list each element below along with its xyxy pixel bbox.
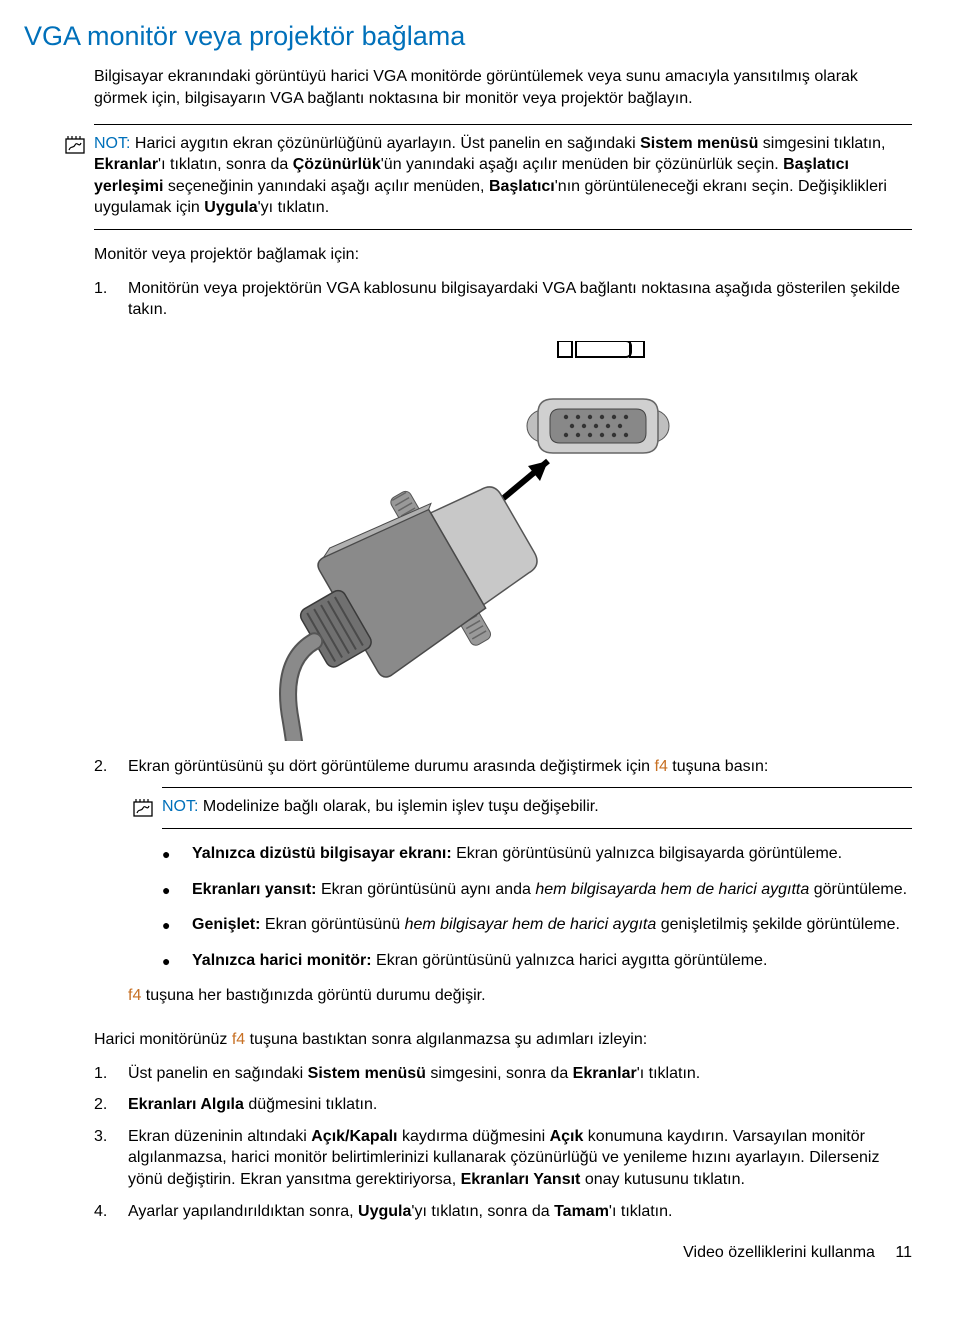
intro-text: Bilgisayar ekranındaki görüntüyü harici … [94,66,912,109]
b2-t1: Ekran görüntüsünü aynı anda [317,881,536,898]
ds2-b1: Ekranları Algıla [128,1096,244,1113]
note-block-1: NOT: Harici aygıtın ekran çözünürlüğünü … [94,124,912,230]
para2-f4: f4 [232,1031,245,1048]
footer-page: 11 [895,1244,912,1261]
note1-b5: Başlatıcı [489,178,555,195]
bullet-icon: ● [162,843,192,865]
ds3-b1: Açık/Kapalı [311,1128,397,1145]
ds4-t2: 'yı tıklatın, sonra da [411,1203,554,1220]
b1-t: Ekran görüntüsünü yalnızca bilgisayarda … [452,845,842,862]
detect-step-1: 1. Üst panelin en sağındaki Sistem menüs… [94,1063,912,1085]
bullet-icon: ● [162,879,192,901]
b2-i: hem bilgisayarda hem de harici aygıtta [535,881,809,898]
note-icon [64,133,86,162]
ds3-t2: kaydırma düğmesini [398,1128,550,1145]
step2-t1: Ekran görüntüsünü şu dört görüntüleme du… [128,758,655,775]
b2-b: Ekranları yansıt: [192,881,317,898]
b3-t2: genişletilmiş şekilde görüntüleme. [656,916,900,933]
note1-t6: 'yı tıklatın. [258,199,330,216]
bullet-3: ● Genişlet: Ekran görüntüsünü hem bilgis… [162,914,912,936]
page-footer: Video özelliklerini kullanma 11 [24,1242,912,1264]
vga-illustration [24,341,912,741]
b4-b: Yalnızca harici monitör: [192,952,372,969]
ds4-b1: Uygula [358,1203,411,1220]
detect-step-2: 2. Ekranları Algıla düğmesini tıklatın. [94,1094,912,1116]
ds4-num: 4. [94,1201,128,1223]
after-t: tuşuna her bastığınızda görüntü durumu d… [141,987,485,1004]
para2-t2: tuşuna bastıktan sonra algılanmazsa şu a… [245,1031,647,1048]
bullet-1: ● Yalnızca dizüstü bilgisayar ekranı: Ek… [162,843,912,865]
note2-text: Modelinize bağlı olarak, bu işlemin işle… [198,798,598,815]
ds3-t1: Ekran düzeninin altındaki [128,1128,311,1145]
note1-t3: 'ün yanındaki aşağı açılır menüden bir ç… [381,156,783,173]
b3-i: hem bilgisayar hem de harici aygıta [405,916,657,933]
detect-step-3: 3. Ekran düzeninin altındaki Açık/Kapalı… [94,1126,912,1191]
ds1-t3: 'ı tıklatın. [637,1065,701,1082]
note-label: NOT: [94,135,130,152]
note1-t2: 'ı tıklatın, sonra da [158,156,293,173]
ds3-t4: onay kutusunu tıklatın. [580,1171,745,1188]
bullet-4: ● Yalnızca harici monitör: Ekran görüntü… [162,950,912,972]
ds4-b2: Tamam [554,1203,609,1220]
step-2: 2. Ekran görüntüsünü şu dört görüntüleme… [94,756,912,1019]
note-block-2: NOT: Modelinize bağlı olarak, bu işlemin… [162,787,912,829]
para2-t1: Harici monitörünüz [94,1031,232,1048]
bullet-2: ● Ekranları yansıt: Ekran görüntüsünü ay… [162,879,912,901]
bullet-icon: ● [162,950,192,972]
para-connect: Monitör veya projektör bağlamak için: [94,244,912,266]
b2-t2: görüntüleme. [809,881,907,898]
note1-t4: seçeneğinin yanındaki aşağı açılır menüd… [163,178,489,195]
step-1-text: Monitörün veya projektörün VGA kablosunu… [128,278,912,321]
ds1-t2: simgesini, sonra da [426,1065,573,1082]
note1-b1: Sistem menüsü [640,135,758,152]
ds1-b2: Ekranlar [573,1065,637,1082]
step2-f4: f4 [655,758,668,775]
after-f4: f4 [128,987,141,1004]
ds1-num: 1. [94,1063,128,1085]
step-1-num: 1. [94,278,128,321]
ds3-b2: Açık [550,1128,584,1145]
footer-text: Video özelliklerini kullanma [683,1244,875,1261]
b4-t: Ekran görüntüsünü yalnızca harici aygıtt… [372,952,768,969]
ds4-t3: 'ı tıklatın. [609,1203,673,1220]
step-2-num: 2. [94,756,128,1019]
note-icon-2 [132,796,154,825]
note2-label: NOT: [162,798,198,815]
note1-b3: Çözünürlük [293,156,381,173]
ds1-t1: Üst panelin en sağındaki [128,1065,308,1082]
note1-pre: Harici aygıtın ekran çözünürlüğünü ayarl… [130,135,640,152]
step-1: 1. Monitörün veya projektörün VGA kablos… [94,278,912,321]
note1-b6: Uygula [204,199,257,216]
page-heading: VGA monitör veya projektör bağlama [24,18,912,54]
detect-step-4: 4. Ayarlar yapılandırıldıktan sonra, Uyg… [94,1201,912,1223]
ds3-b3: Ekranları Yansıt [461,1171,581,1188]
ds2-num: 2. [94,1094,128,1116]
b3-t1: Ekran görüntüsünü [260,916,404,933]
ds4-t1: Ayarlar yapılandırıldıktan sonra, [128,1203,358,1220]
note1-b2: Ekranlar [94,156,158,173]
ds2-t1: düğmesini tıklatın. [244,1096,377,1113]
b1-b: Yalnızca dizüstü bilgisayar ekranı: [192,845,452,862]
bullet-icon: ● [162,914,192,936]
step2-t2: tuşuna basın: [668,758,769,775]
b3-b: Genişlet: [192,916,260,933]
note1-t1: simgesini tıklatın, [758,135,885,152]
ds1-b1: Sistem menüsü [308,1065,426,1082]
ds3-num: 3. [94,1126,128,1191]
